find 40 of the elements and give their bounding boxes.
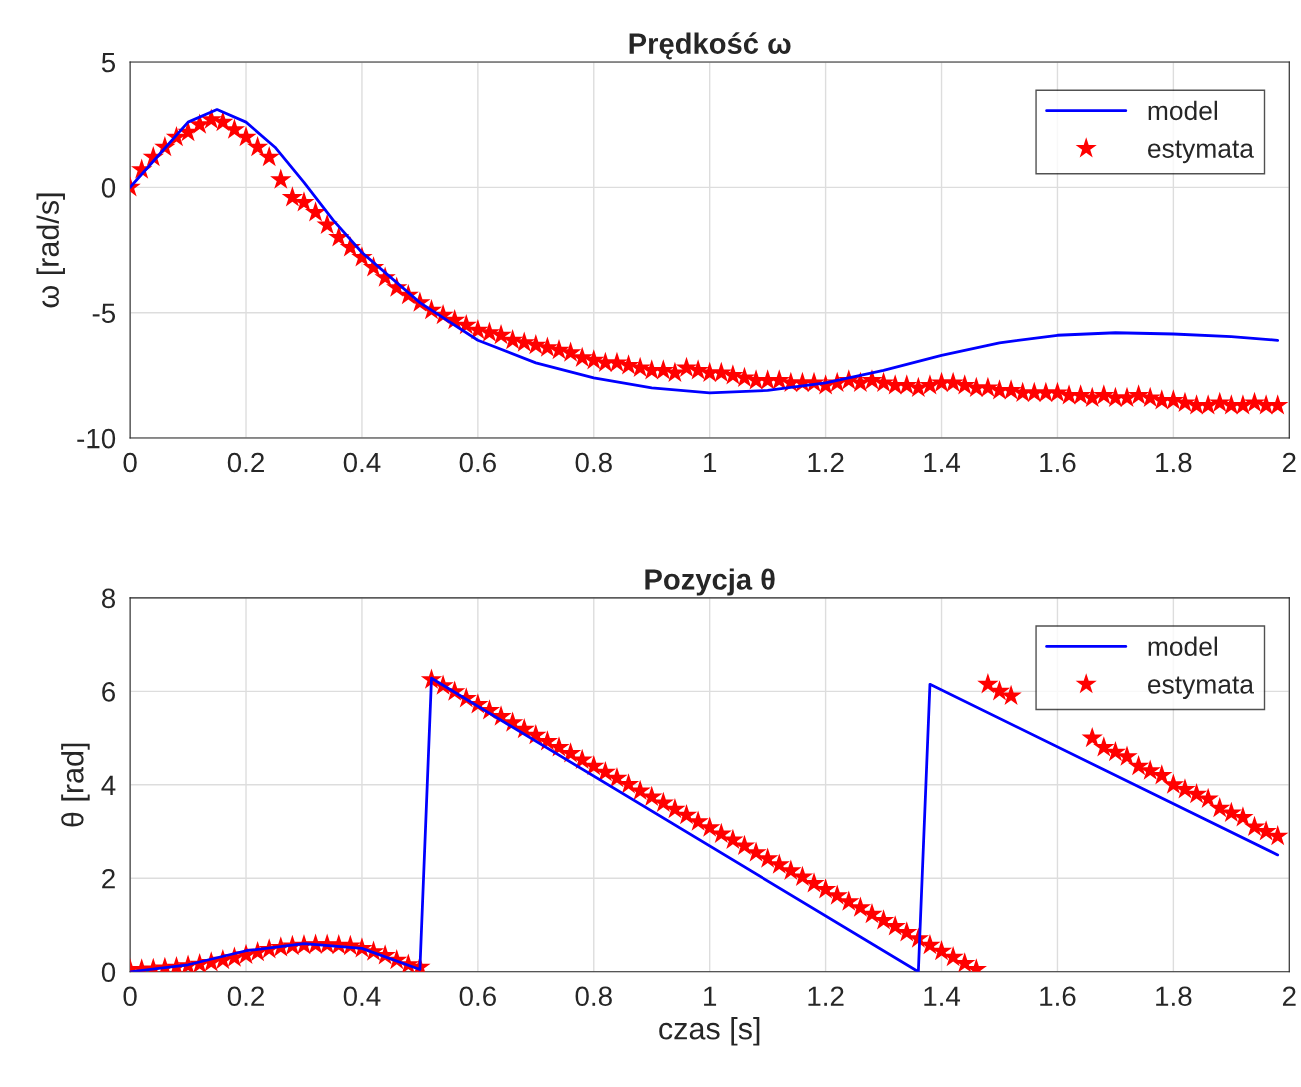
x-tick-label: 1.8 [1156,986,1192,1007]
y-axis-title: θ [rad] [61,743,90,827]
x-tick-label: 0.2 [227,986,264,1007]
x-tick-label: 0.4 [343,986,381,1007]
x-axis-title: czas [s] [659,1017,760,1046]
x-tick-label: 0.2 [227,452,264,473]
x-tick-label: 0 [123,986,137,1007]
x-tick-label: 1.6 [1040,452,1076,473]
x-tick-label: 1.8 [1156,452,1192,473]
y-tick-label: 5 [101,52,116,73]
legend-label: estymata [1148,140,1254,164]
chart-title: Prędkość ω [629,32,791,60]
x-tick-label: 0.8 [575,986,612,1007]
y-tick-label: -10 [77,428,116,449]
y-tick-label: 8 [101,588,115,609]
y-tick-label: 0 [101,962,116,983]
x-tick-label: 0.8 [575,452,612,473]
x-tick-label: 0.4 [343,452,381,473]
x-tick-label: 2 [1282,986,1296,1006]
legend-label: model [1148,100,1217,121]
y-tick-label: 4 [101,775,116,795]
y-axis-title: ω [rad/s] [36,193,65,308]
x-tick-label: 1.2 [808,452,844,473]
x-tick-label: 1.2 [808,986,844,1006]
x-tick-label: 1.4 [924,452,961,473]
y-tick-label: 0 [101,177,116,198]
x-tick-label: 0 [123,452,137,473]
x-tick-label: 1.4 [924,986,961,1006]
x-tick-label: 1 [704,452,717,473]
x-tick-label: 1.6 [1040,986,1076,1007]
y-tick-label: -5 [92,303,116,324]
y-tick-label: 2 [102,868,115,889]
legend-label: model [1148,636,1217,656]
x-tick-label: 1 [704,986,717,1006]
x-tick-label: 0.6 [459,452,496,473]
legend-label: estymata [1148,676,1254,699]
y-tick-label: 6 [102,682,115,702]
chart-title: Pozycja θ [645,568,775,596]
x-tick-label: 0.6 [459,986,496,1007]
x-tick-label: 2 [1282,452,1296,473]
